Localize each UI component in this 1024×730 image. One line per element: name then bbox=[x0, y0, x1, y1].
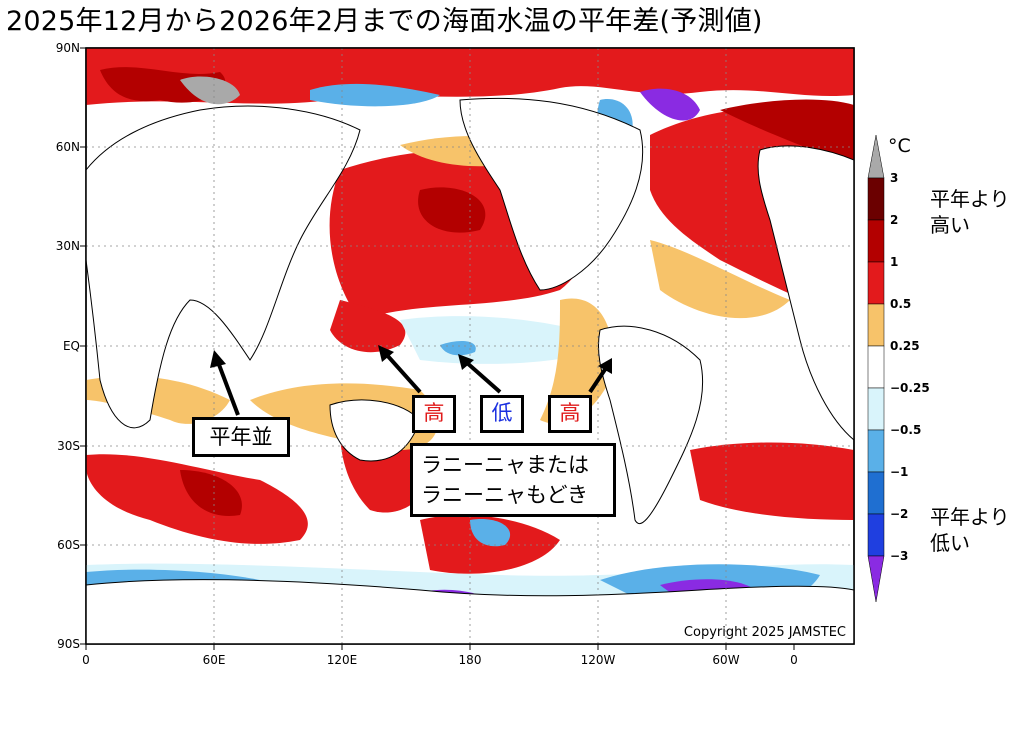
annotation-arrows bbox=[210, 345, 612, 416]
legend-band bbox=[867, 513, 885, 557]
lon-tick: 120W bbox=[581, 653, 616, 667]
copyright: Copyright 2025 JAMSTEC bbox=[684, 625, 846, 640]
lon-axis: 0 60E 120E 180 120W 60W 0 bbox=[82, 653, 798, 667]
legend-below-line2: 低い bbox=[930, 531, 970, 555]
legend-tick: 1 bbox=[890, 255, 898, 269]
legend-tick: −1 bbox=[890, 465, 908, 479]
legend-bottom-triangle bbox=[867, 555, 885, 603]
legend-tick: 3 bbox=[890, 171, 898, 185]
lon-tick: 60W bbox=[712, 653, 739, 667]
annotation-low: 低 bbox=[480, 395, 524, 433]
lon-tick: 0 bbox=[790, 653, 798, 667]
lat-tick: 60N bbox=[56, 140, 80, 154]
legend-tick: −0.5 bbox=[890, 423, 921, 437]
lat-axis: 90N 60N 30N EQ 30S 60S 90S bbox=[56, 41, 80, 651]
lon-tick: 0 bbox=[82, 653, 90, 667]
annotation-enso-line2: ラニーニャもどき bbox=[421, 483, 588, 507]
lat-tick: 90S bbox=[57, 637, 80, 651]
lon-tick: 120E bbox=[327, 653, 358, 667]
lat-tick: 30S bbox=[57, 439, 80, 453]
legend-tick: 0.25 bbox=[890, 339, 920, 353]
annotation-normal: 平年並 bbox=[192, 417, 290, 457]
legend-band bbox=[867, 387, 885, 431]
lat-tick: EQ bbox=[63, 339, 80, 353]
legend-band bbox=[867, 219, 885, 263]
legend-tick: −3 bbox=[890, 549, 908, 563]
lat-tick: 30N bbox=[56, 239, 80, 253]
legend-tick: 2 bbox=[890, 213, 898, 227]
legend-below-line1: 平年より bbox=[930, 505, 1010, 529]
legend-below-label: 平年より 低い bbox=[930, 504, 1010, 556]
lon-tick: 180 bbox=[459, 653, 482, 667]
legend-top-triangle bbox=[867, 134, 885, 179]
lon-tick: 60E bbox=[203, 653, 226, 667]
legend-tick: 0.5 bbox=[890, 297, 911, 311]
map-title: 2025年12月から2026年2月までの海面水温の平年差(予測値) bbox=[6, 6, 763, 37]
color-legend: °C 3 2 1 0.5 0.25 −0.25 −0.5 −1 −2 −3 bbox=[867, 134, 930, 603]
legend-band bbox=[867, 345, 885, 389]
lat-tick: 90N bbox=[56, 41, 80, 55]
legend-band bbox=[867, 303, 885, 347]
legend-tick: −2 bbox=[890, 507, 908, 521]
legend-unit: °C bbox=[888, 135, 911, 157]
legend-band bbox=[867, 429, 885, 473]
legend-above-line1: 平年より bbox=[930, 187, 1010, 211]
legend-above-line2: 高い bbox=[930, 213, 970, 237]
legend-band bbox=[867, 471, 885, 515]
annotation-enso: ラニーニャまたは ラニーニャもどき bbox=[410, 443, 616, 517]
legend-above-label: 平年より 高い bbox=[930, 186, 1010, 238]
annotation-high-left: 高 bbox=[412, 395, 456, 433]
legend-tick: −0.25 bbox=[890, 381, 930, 395]
legend-band bbox=[867, 177, 885, 221]
lat-tick: 60S bbox=[57, 538, 80, 552]
annotation-enso-line1: ラニーニャまたは bbox=[421, 453, 589, 477]
annotation-high-right: 高 bbox=[548, 395, 592, 433]
anomaly-field bbox=[86, 48, 854, 644]
legend-band bbox=[867, 261, 885, 305]
